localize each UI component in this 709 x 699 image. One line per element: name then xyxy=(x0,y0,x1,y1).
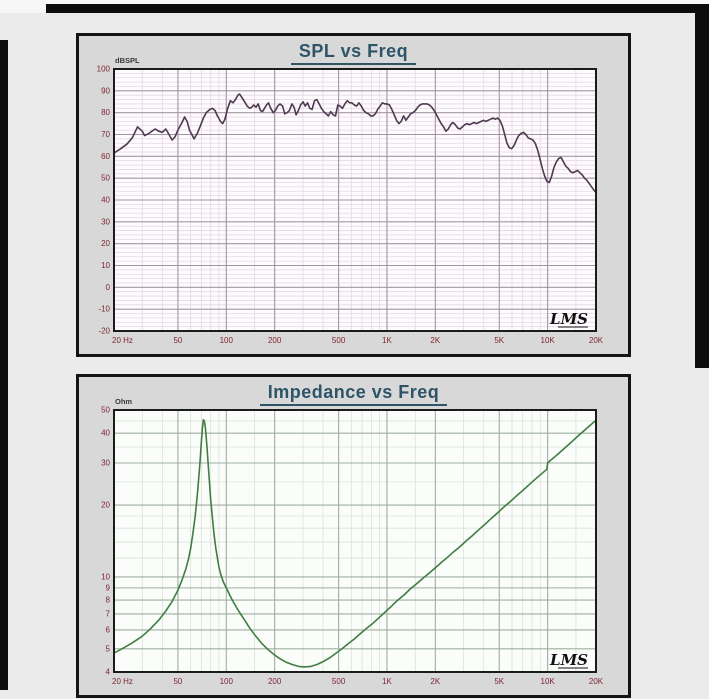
y-tick-label: 70 xyxy=(101,130,110,139)
y-tick-label: 10 xyxy=(101,261,110,270)
x-tick-label: 200 xyxy=(268,677,282,686)
page-corner xyxy=(0,0,46,13)
x-tick-label: 5K xyxy=(494,336,504,345)
y-tick-label: 60 xyxy=(101,152,110,161)
x-tick-label: 2K xyxy=(430,336,440,345)
x-tick-label: 500 xyxy=(332,336,346,345)
y-tick-label: 0 xyxy=(106,283,111,292)
y-tick-label: 8 xyxy=(106,596,111,605)
y-tick-label: 30 xyxy=(101,217,110,226)
x-tick-label: 20 Hz xyxy=(112,336,133,345)
plot-background xyxy=(114,410,596,672)
y-tick-label: 10 xyxy=(101,572,110,581)
left-edge-strip xyxy=(0,40,8,690)
y-axis-unit-label: dBSPL xyxy=(115,56,140,65)
impedance-chart-title: Impedance vs Freq xyxy=(79,377,628,409)
y-tick-label: -10 xyxy=(98,305,110,314)
spl-chart-title: SPL vs Freq xyxy=(79,36,628,68)
x-tick-label: 1K xyxy=(382,336,392,345)
y-tick-label: 40 xyxy=(101,429,110,438)
impedance-curve xyxy=(113,418,597,668)
y-axis-unit-label: Ohm xyxy=(115,397,132,406)
impedance-chart-canvas: 50 40 30 20 10 9 8 7 6 5 420 Hz 50 100 200 500 1K 2K 5K 10… xyxy=(101,397,604,686)
y-tick-label: 20 xyxy=(101,501,110,510)
plot-border xyxy=(113,68,597,332)
x-tick-label: 10K xyxy=(541,336,556,345)
impedance-chart-panel: Impedance vs Freq 50 40 30 20 10 9 8 7 6 5 4 20 Hz 5… xyxy=(76,374,631,698)
y-tick-label: -20 xyxy=(98,327,110,336)
y-tick-label: 9 xyxy=(106,583,111,592)
x-tick-label: 20K xyxy=(589,336,604,345)
x-tick-label: 1K xyxy=(382,677,392,686)
spl-chart-panel: SPL vs Freq 100 90 80 70 60 50 40 30 20 10 0 -10 -20… xyxy=(76,33,631,357)
y-tick-label: 100 xyxy=(97,65,111,74)
x-tick-label: 2K xyxy=(430,677,440,686)
x-tick-label: 50 xyxy=(173,677,182,686)
y-tick-label: 50 xyxy=(101,174,110,183)
x-tick-label: 100 xyxy=(220,677,234,686)
plot-border xyxy=(113,409,597,673)
x-tick-label: 100 xyxy=(220,336,234,345)
y-tick-label: 5 xyxy=(106,644,111,653)
lms-logo: LMS xyxy=(549,651,588,669)
impedance-chart-title-text: Impedance vs Freq xyxy=(259,382,448,406)
top-edge-bar xyxy=(46,4,709,13)
y-tick-label: 7 xyxy=(106,609,111,618)
x-tick-label: 5K xyxy=(494,677,504,686)
y-tick-label: 6 xyxy=(106,625,111,634)
right-edge-strip xyxy=(695,4,709,368)
x-tick-label: 50 xyxy=(173,336,182,345)
lms-logo: LMS xyxy=(549,310,588,328)
x-tick-label: 20K xyxy=(589,677,604,686)
spl-chart-title-text: SPL vs Freq xyxy=(290,41,417,65)
x-tick-label: 10K xyxy=(541,677,556,686)
x-tick-label: 500 xyxy=(332,677,346,686)
x-tick-label: 200 xyxy=(268,336,282,345)
page-top-highlight xyxy=(0,0,709,4)
x-tick-label: 20 Hz xyxy=(112,677,133,686)
y-tick-label: 90 xyxy=(101,86,110,95)
y-tick-label: 50 xyxy=(101,406,110,415)
y-tick-label: 20 xyxy=(101,239,110,248)
y-tick-label: 80 xyxy=(101,108,110,117)
y-tick-label: 4 xyxy=(106,668,111,677)
y-tick-label: 30 xyxy=(101,458,110,467)
spl-curve xyxy=(113,93,597,194)
y-tick-label: 40 xyxy=(101,196,110,205)
